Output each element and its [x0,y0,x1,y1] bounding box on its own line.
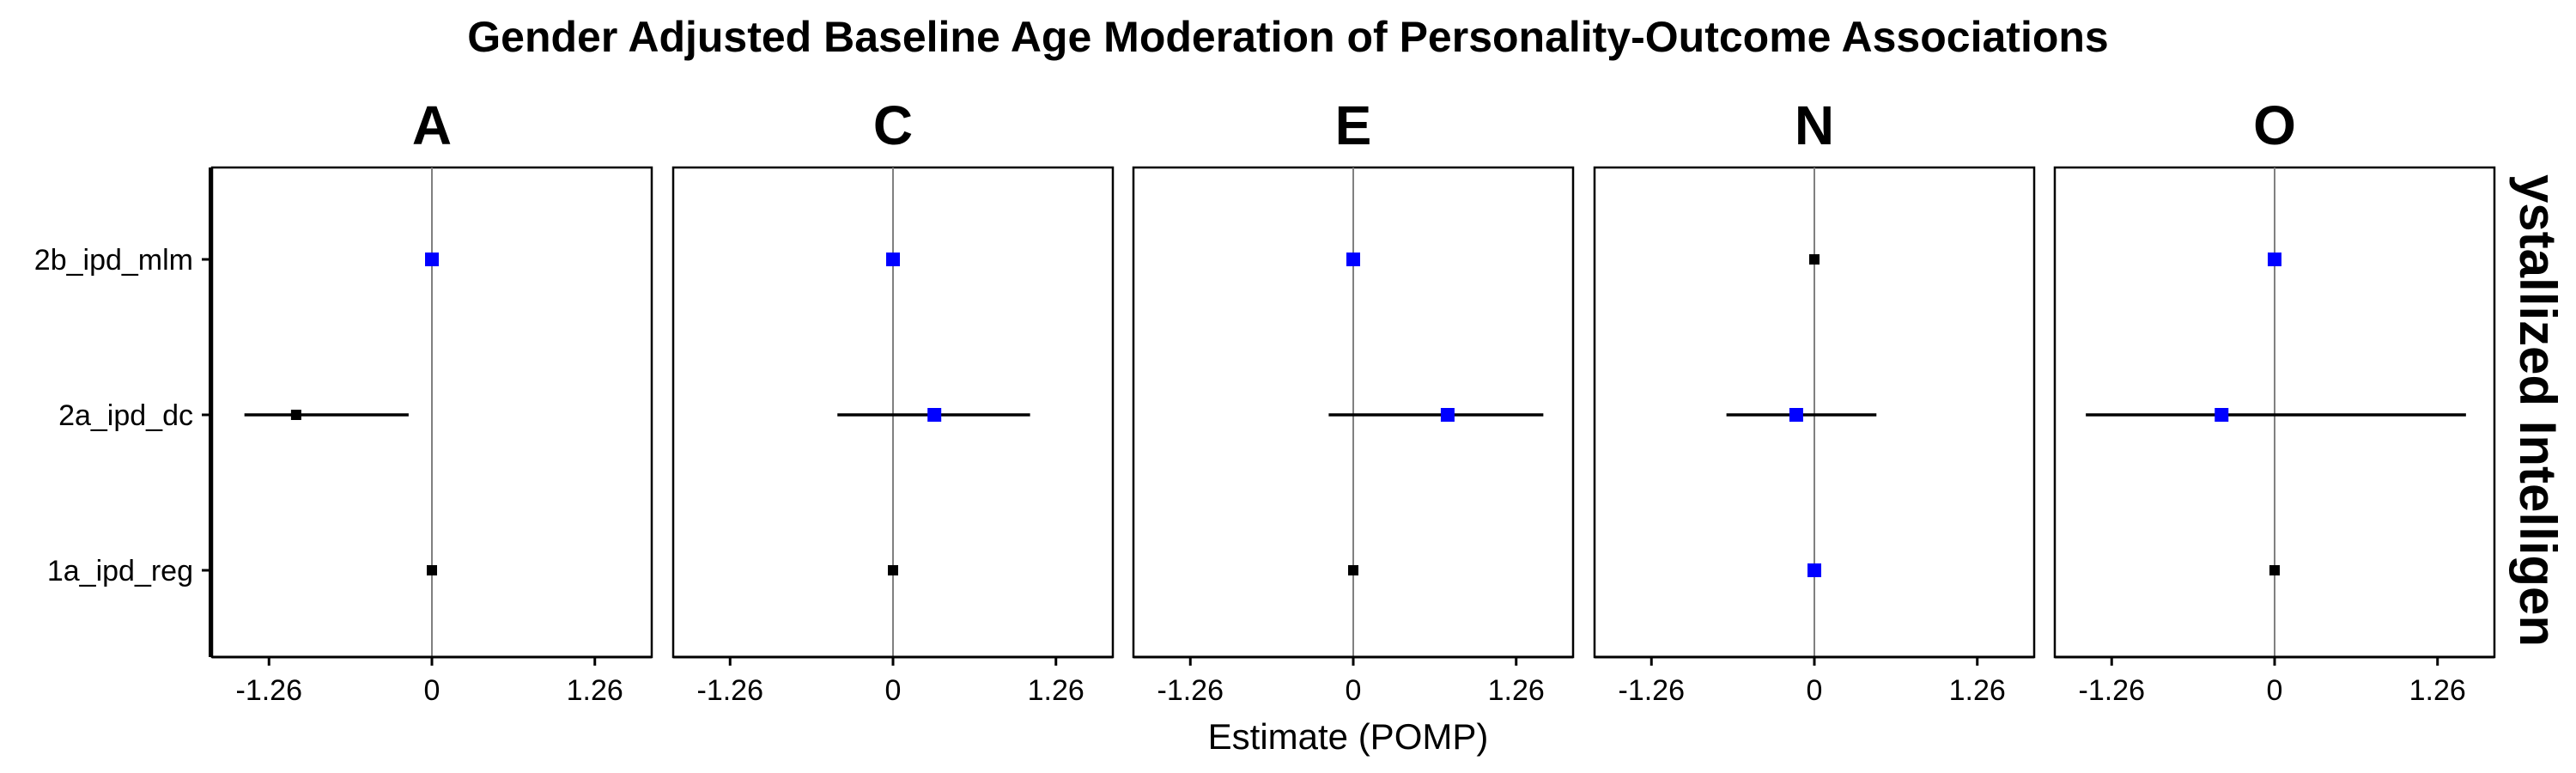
x-tick-label: 0 [1807,674,1823,707]
estimate-point [290,410,301,420]
x-tick-label: 0 [2267,674,2283,707]
facet-label: A [412,94,452,156]
estimate-point [886,253,900,266]
estimate-point [1789,408,1803,422]
estimate-point [888,565,898,575]
estimate-point [2269,565,2280,575]
estimate-point [2268,253,2281,266]
y-tick-label: 2b_ipd_mlm [34,244,193,277]
x-tick-label: 0 [885,674,902,707]
x-tick-label: 0 [424,674,440,707]
estimate-point [1807,563,1821,577]
estimate-point [927,408,942,422]
x-tick-label: -1.26 [1619,674,1686,707]
chart-title: Gender Adjusted Baseline Age Moderation … [467,13,2108,61]
y-tick-label: 2a_ipd_dc [58,399,193,432]
x-tick-label: 1.26 [1028,674,1084,707]
x-tick-label: 1.26 [1949,674,2006,707]
estimate-point [2215,408,2229,422]
strip-label: ystallized Intelligen [2509,174,2567,647]
x-tick-label: -1.26 [1157,674,1224,707]
x-tick-label: -1.26 [697,674,764,707]
estimate-point [425,253,439,266]
x-tick-label: -1.26 [2079,674,2146,707]
x-tick-label: 1.26 [2409,674,2466,707]
facet-label: C [873,94,913,156]
y-tick-label: 1a_ipd_reg [47,555,193,587]
x-tick-label: 0 [1346,674,1362,707]
x-axis-label: Estimate (POMP) [1208,716,1489,757]
estimate-point [1809,254,1820,265]
x-tick-label: -1.26 [236,674,303,707]
facet-label: O [2253,94,2296,156]
facet-label: N [1795,94,1834,156]
facet-label: E [1335,94,1372,156]
x-tick-label: 1.26 [567,674,623,707]
estimate-point [1346,253,1360,266]
estimate-point [1348,565,1358,575]
estimate-point [427,565,437,575]
estimate-point [1440,408,1455,422]
panels-group: 2b_ipd_mlm 2a_ipd_dc 1a_ipd_reg A -1.26 0 1.26… [34,94,2496,707]
x-tick-label: 1.26 [1488,674,1545,707]
